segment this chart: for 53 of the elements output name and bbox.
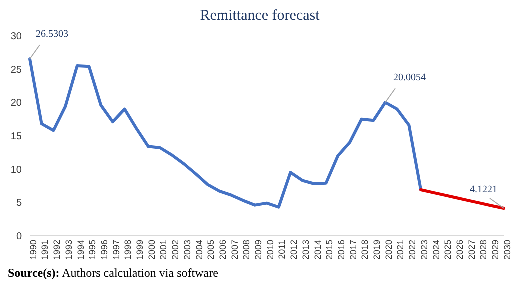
data-label: 20.0054 [394,72,426,84]
x-tick-label: 2013 [300,240,311,260]
y-tick-label: 25 [10,64,22,76]
x-tick-label: 1999 [135,240,146,260]
x-tick-label: 2009 [254,240,264,260]
x-tick-label: 2016 [336,240,346,260]
data-label: 4.1221 [470,184,498,196]
x-tick-label: 2003 [182,240,192,260]
x-tick-label: 2011 [277,240,288,260]
x-tick-label: 2029 [490,240,501,260]
x-tick-label: 2027 [466,240,477,260]
x-tick-label: 2001 [158,240,169,260]
x-tick-label: 2025 [443,240,454,260]
x-tick-label: 1990 [28,240,38,260]
y-tick-label: 0 [16,232,22,243]
x-tick-label: 2023 [419,240,430,260]
x-tick-label: 2019 [372,240,382,260]
x-tick-label: 1993 [64,240,74,260]
data-label: 26.5303 [36,29,68,40]
x-tick-label: 2006 [218,240,228,260]
x-tick-label: 2008 [242,240,252,260]
x-tick-label: 1994 [76,240,86,260]
x-tick-label: 1996 [99,240,110,260]
x-tick-label: 2018 [360,240,370,260]
x-tick-label: 2014 [312,240,323,260]
y-tick-label: 15 [10,132,22,143]
y-tick-label: 30 [10,32,22,43]
source-note: Source(s): Authors calculation via software [8,266,220,281]
x-tick-label: 2022 [408,240,418,260]
x-tick-label: 1991 [40,240,50,260]
x-tick-label: 2017 [348,240,358,260]
x-tick-label: 2026 [454,240,465,260]
x-tick-label: 1992 [52,240,62,260]
x-tick-label: 2007 [230,240,240,260]
x-tick-label: 2015 [324,240,335,260]
x-tick-label: 2002 [170,240,181,260]
x-tick-label: 1995 [88,240,98,260]
x-tick-label: 2005 [206,240,216,260]
x-tick-label: 2004 [194,240,204,260]
x-tick-label: 2028 [478,240,489,260]
x-tick-label: 1998 [123,240,134,260]
chart-title: Remittance forecast [199,8,321,26]
x-tick-label: 1997 [111,240,122,260]
x-tick-label: 2010 [265,240,276,260]
x-tick-label: 2024 [431,240,442,260]
x-tick-label: 2000 [146,240,157,260]
y-tick-label: 10 [10,164,22,176]
y-tick-label: 20 [10,98,22,110]
x-tick-label: 2021 [396,240,406,260]
x-tick-label: 2020 [384,240,394,260]
x-tick-label: 2012 [289,240,300,260]
y-tick-label: 5 [16,198,22,210]
x-tick-label: 2030 [502,240,512,260]
